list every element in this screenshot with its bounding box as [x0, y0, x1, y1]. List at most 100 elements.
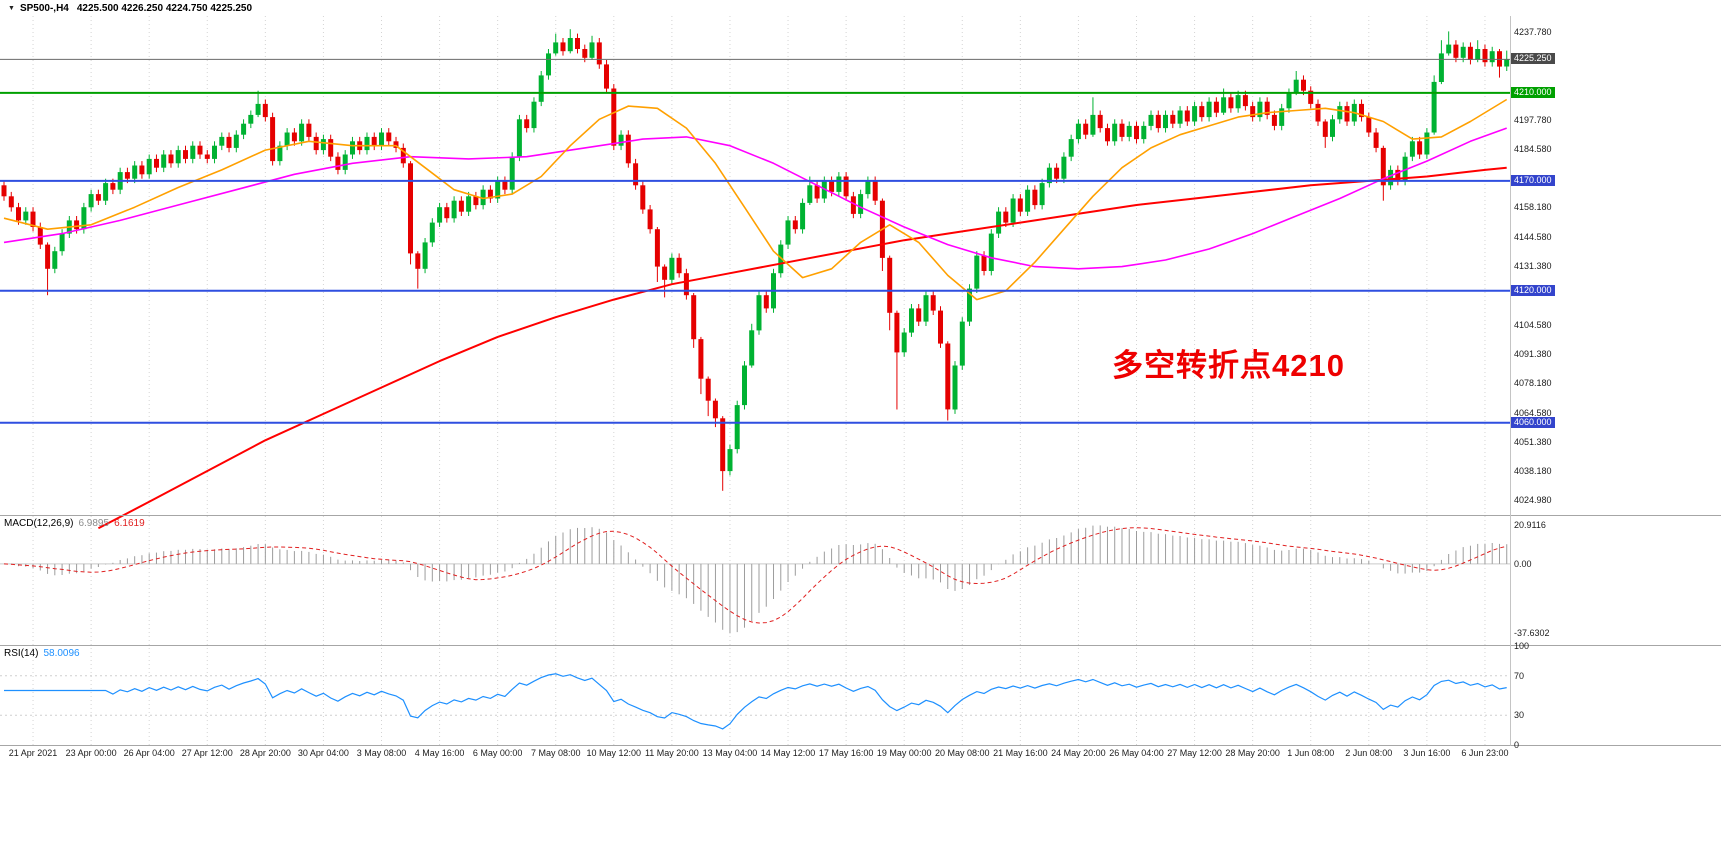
candle-up [967, 288, 972, 322]
ma-medium-line [3, 127, 1507, 270]
candle-up [1409, 141, 1415, 157]
candle-down [930, 295, 936, 311]
candle-down [814, 185, 820, 199]
candle-up [350, 141, 355, 155]
candle-down [139, 165, 145, 175]
candle-up [865, 180, 871, 195]
candle-down [843, 176, 849, 197]
candle-up [1039, 183, 1045, 206]
time-axis-label: 6 Jun 23:00 [1461, 748, 1509, 758]
time-axis-label: 7 May 08:00 [530, 748, 581, 758]
rsi-indicator-header: RSI(14) 58.0096 [4, 648, 80, 659]
candle-up [233, 134, 239, 148]
candle-up [495, 180, 501, 199]
candle-down [386, 132, 392, 142]
candle-down [1380, 147, 1386, 186]
candle-up [669, 257, 675, 280]
price-axis-label: 4237.780 [1514, 26, 1552, 37]
candle-down [575, 38, 580, 49]
candle-down [654, 229, 660, 267]
candle-down [37, 227, 43, 245]
candle-up [1489, 51, 1495, 63]
candle-up [952, 365, 958, 410]
candle-down [792, 220, 798, 230]
candle-down [45, 244, 51, 269]
candle-up [546, 53, 551, 76]
candle-up [734, 405, 740, 450]
candle-down [1482, 49, 1488, 63]
candle-up [800, 202, 806, 230]
candle-up [1221, 97, 1227, 113]
time-axis-label: 13 May 04:00 [702, 748, 758, 758]
candle-up [161, 154, 167, 168]
chart-canvas[interactable] [0, 0, 1721, 766]
candle-up [1431, 81, 1437, 133]
candle-down [1395, 169, 1401, 181]
candle-up [785, 220, 791, 245]
candle-up [88, 194, 94, 208]
candle-up [342, 154, 348, 170]
candle-up [52, 251, 58, 269]
candle-up [451, 200, 457, 219]
time-axis-label: 26 Apr 04:00 [123, 748, 175, 758]
candle-up [1090, 114, 1096, 135]
price-badge: 4210.000 [1511, 86, 1555, 98]
candle-down [74, 220, 80, 230]
candle-down [662, 266, 668, 280]
candle-up [379, 132, 384, 146]
candle-up [553, 42, 559, 54]
candle-down [1170, 114, 1176, 124]
symbol-dropdown-icon[interactable]: ▼ [8, 4, 15, 12]
candle-up [1460, 46, 1466, 58]
candle-down [981, 255, 987, 271]
rsi-axis-label: 70 [1514, 670, 1525, 681]
candle-down [1083, 123, 1089, 135]
candle-down [204, 154, 210, 159]
candle-up [132, 165, 138, 179]
candle-down [8, 196, 14, 208]
time-axis-label: 6 May 00:00 [472, 748, 523, 758]
candle-up [589, 42, 595, 58]
candle-up [959, 321, 965, 366]
candle-down [1199, 106, 1205, 118]
price-axis-label: 4024.980 [1514, 494, 1552, 505]
candle-up [146, 158, 152, 175]
candle-up [1075, 123, 1081, 140]
price-badge: 4060.000 [1511, 416, 1555, 428]
candle-down [1467, 46, 1473, 60]
candle-down [1097, 114, 1103, 129]
candle-up [429, 222, 435, 243]
candle-down [945, 343, 951, 410]
candle-down [625, 134, 631, 164]
candle-down [1417, 141, 1423, 155]
rsi-label: RSI(14) [4, 648, 39, 659]
candle-up [248, 114, 254, 124]
candle-up [466, 196, 472, 212]
candle-down [371, 136, 377, 146]
candle-up [1475, 49, 1481, 60]
price-axis-label: 4184.580 [1514, 143, 1552, 154]
candle-up [509, 156, 515, 190]
price-badge: 4120.000 [1511, 284, 1555, 296]
time-axis-label: 2 Jun 08:00 [1345, 748, 1393, 758]
candle-down [444, 207, 450, 219]
time-axis-label: 27 Apr 12:00 [181, 748, 233, 758]
candle-down [938, 310, 943, 344]
candle-up [1293, 79, 1299, 93]
candle-down [829, 180, 835, 192]
time-axis-label: 3 May 08:00 [356, 748, 407, 758]
candle-down [1119, 123, 1125, 137]
symbol-timeframe-label: SP500-,H4 [19, 2, 69, 14]
time-axis-label: 3 Jun 16:00 [1403, 748, 1451, 758]
candle-up [1279, 108, 1285, 126]
price-axis-label: 4197.780 [1514, 114, 1552, 125]
candle-down [110, 183, 116, 190]
chart-annotation-text[interactable]: 多空转折点4210 [1112, 348, 1345, 383]
candle-down [1322, 121, 1328, 137]
candle-down [1134, 125, 1139, 140]
price-axis-label: 4038.180 [1514, 465, 1552, 476]
candle-down [683, 273, 689, 296]
candle-up [1068, 139, 1074, 157]
candle-up [538, 75, 544, 102]
